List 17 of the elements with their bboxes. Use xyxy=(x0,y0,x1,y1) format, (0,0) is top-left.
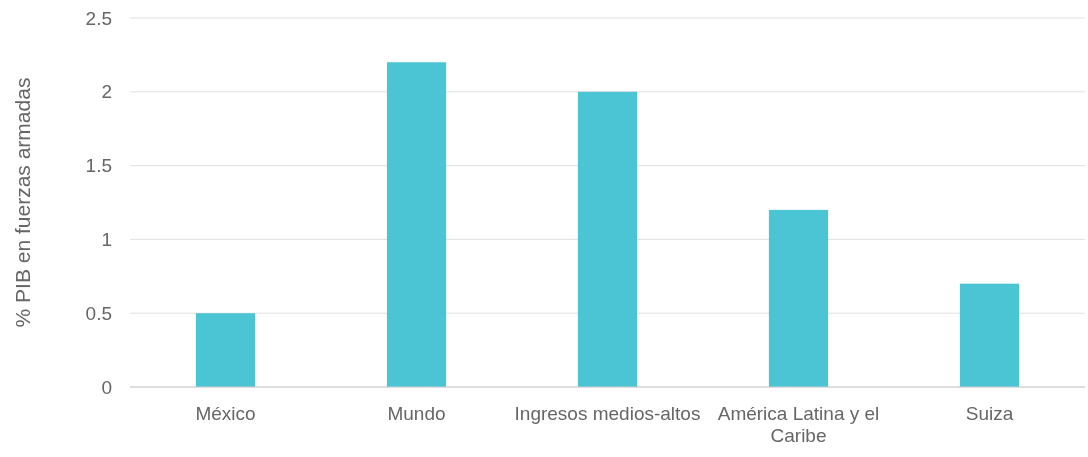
y-tick-label: 1.5 xyxy=(85,155,112,177)
bar xyxy=(386,62,447,387)
y-tick-label: 0.5 xyxy=(85,302,112,324)
y-tick-label: 2 xyxy=(101,81,112,103)
x-tick-label: Suiza xyxy=(965,403,1014,425)
y-axis-title: % PIB en fuerzas armadas xyxy=(11,77,34,328)
x-tick-label: Mundo xyxy=(387,403,446,425)
bar xyxy=(768,209,829,387)
y-tick-label: 1 xyxy=(101,228,112,250)
bar xyxy=(577,91,638,387)
y-tick-label: 0 xyxy=(101,376,112,398)
bar xyxy=(195,313,256,387)
bar xyxy=(959,283,1020,387)
y-tick-label: 2.5 xyxy=(85,7,112,29)
x-tick-label: México xyxy=(195,403,256,425)
x-tick-label: América Latina y el Caribe xyxy=(717,403,880,447)
x-tick-label: Ingresos medios-altos xyxy=(514,403,701,425)
